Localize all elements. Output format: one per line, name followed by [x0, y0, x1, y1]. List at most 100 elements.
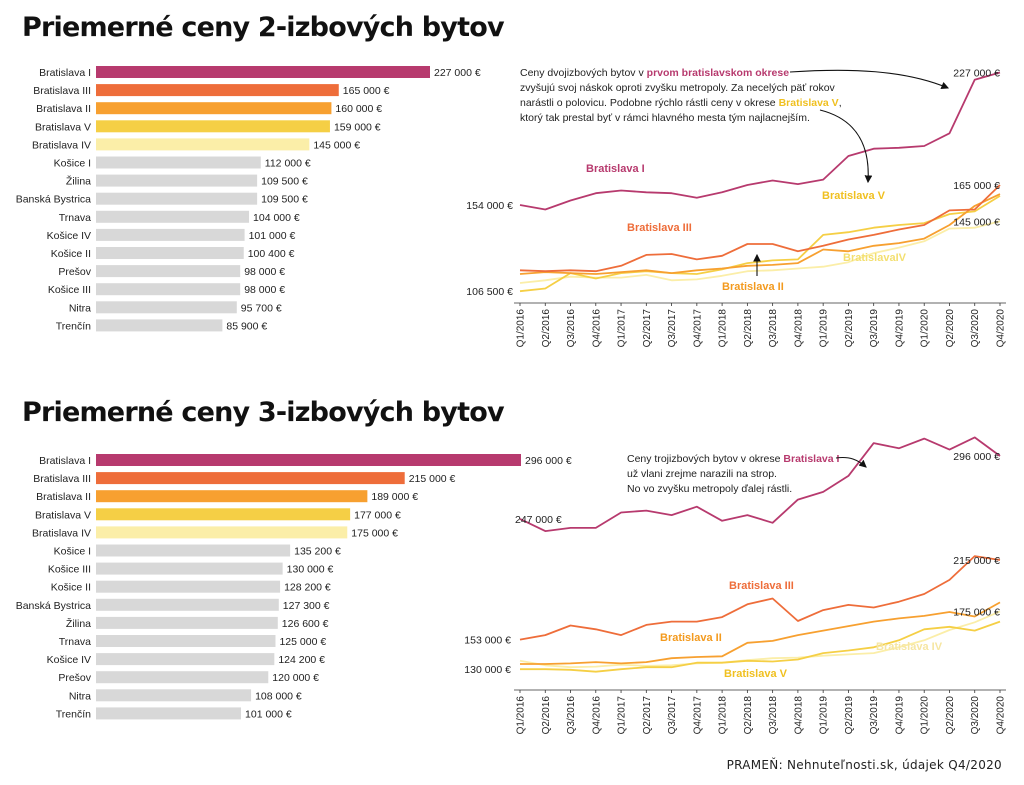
series-label-bratislava-i: Bratislava I	[586, 163, 645, 175]
x-tick-label: Q1/2016	[516, 696, 527, 735]
bar-label-presov: Prešov	[58, 266, 91, 278]
line-chart-2-room: Q1/2016 Q2/2016 Q3/2016 Q4/2016 Q1/2017 Q2/20…	[466, 67, 1006, 347]
chart-title-3-room: Priemerné ceny 3-izbových bytov	[22, 397, 505, 428]
bar-value-bratislava-iv: 145 000 €	[313, 139, 360, 151]
x-tick-label: Q2/2018	[743, 696, 754, 735]
annotation-line-1: Ceny trojizbových bytov v okrese Bratisl…	[627, 453, 840, 465]
bar-label-presov: Prešov	[58, 672, 91, 684]
value-label: 153 000 €	[464, 635, 511, 647]
series-label-bratislava-v: Bratislava V	[822, 190, 886, 202]
bar-label-bratislava-ii: Bratislava II	[36, 103, 91, 115]
bar-label-bratislava-ii: Bratislava II	[36, 491, 91, 503]
bar-nitra	[96, 301, 237, 314]
x-tick-label: Q4/2019	[894, 309, 905, 348]
bar-presov	[96, 265, 241, 278]
series-label-bratislava-iv: Bratislava IV	[876, 641, 943, 653]
x-tick-label: Q1/2020	[920, 696, 931, 735]
annotation-line-4: ktorý tak prestal byť v rámci hlavného m…	[520, 112, 810, 124]
bar-label-banska-bystrica: Banská Bystrica	[16, 600, 91, 612]
bar-value-bratislava-i: 227 000 €	[434, 67, 481, 79]
bar-kosice-ii	[96, 247, 244, 259]
bar-presov	[96, 671, 269, 684]
bar-bratislava-ii	[96, 102, 332, 115]
bar-value-kosice-iv: 101 000 €	[249, 230, 296, 242]
value-label: 165 000 €	[953, 180, 1000, 192]
value-label: 175 000 €	[953, 606, 1000, 618]
x-tick-label: Q4/2018	[793, 696, 804, 735]
bar-label-kosice-i: Košice I	[54, 546, 91, 558]
bar-value-kosice-iii: 98 000 €	[244, 284, 285, 296]
annotation-arrow	[835, 456, 867, 468]
value-label: 215 000 €	[953, 555, 1000, 567]
x-tick-label: Q1/2020	[920, 309, 931, 348]
bar-label-bratislava-iv: Bratislava IV	[32, 527, 91, 539]
bar-value-bratislava-v: 159 000 €	[334, 121, 381, 133]
bar-label-banska-bystrica: Banská Bystrica	[16, 194, 91, 206]
annotation-arrow	[789, 69, 950, 90]
bar-zilina	[96, 616, 278, 629]
bar-label-nitra: Nitra	[69, 302, 91, 314]
bar-value-presov: 120 000 €	[272, 672, 319, 684]
bar-label-trnava: Trnava	[59, 212, 91, 224]
x-tick-label: Q2/2016	[541, 696, 552, 735]
bar-value-bratislava-iii: 215 000 €	[409, 473, 456, 485]
bar-label-zilina: Žilina	[66, 175, 91, 188]
bar-value-kosice-i: 135 200 €	[294, 546, 341, 558]
bar-kosice-i	[96, 544, 291, 557]
x-tick-label: Q4/2016	[591, 309, 602, 348]
bar-banska-bystrica	[96, 598, 279, 611]
bar-kosice-iv	[96, 653, 275, 666]
bar-label-kosice-iii: Košice III	[48, 284, 91, 296]
bar-label-kosice-i: Košice I	[54, 158, 91, 170]
line-bratislava-iv	[519, 610, 1001, 669]
bar-label-nitra: Nitra	[69, 690, 91, 702]
x-tick-label: Q4/2017	[692, 696, 703, 735]
x-tick-label: Q3/2018	[768, 309, 779, 348]
x-tick-label: Q3/2018	[768, 696, 779, 735]
x-tick-label: Q1/2017	[617, 309, 628, 348]
value-label: 296 000 €	[953, 451, 1000, 463]
chart-title-2-room: Priemerné ceny 2-izbových bytov	[22, 12, 505, 43]
bar-label-bratislava-i: Bratislava I	[39, 67, 91, 79]
bar-label-kosice-iv: Košice IV	[47, 654, 91, 666]
x-tick-label: Q3/2019	[869, 309, 880, 348]
series-label-bratislava-iv: BratislavaIV	[843, 252, 907, 264]
bar-value-presov: 98 000 €	[244, 266, 285, 278]
x-tick-label: Q3/2016	[566, 309, 577, 348]
x-tick-label: Q2/2017	[642, 696, 653, 735]
x-tick-label: Q1/2018	[718, 309, 729, 348]
line-bratislava-iii	[519, 184, 1001, 273]
bar-bratislava-i	[96, 454, 521, 466]
bar-trnava	[96, 210, 250, 223]
x-tick-label: Q3/2019	[869, 696, 880, 735]
bar-nitra	[96, 689, 252, 702]
bar-label-zilina: Žilina	[66, 617, 91, 630]
bar-label-bratislava-iii: Bratislava III	[33, 473, 91, 485]
line-bratislava-ii	[520, 601, 1001, 665]
bar-value-trnava: 104 000 €	[253, 212, 300, 224]
bar-chart-3-room: Bratislava I 296 000 € Bratislava III 215 0…	[16, 454, 572, 720]
bar-value-bratislava-ii: 189 000 €	[371, 491, 418, 503]
x-tick-label: Q3/2017	[667, 309, 678, 348]
bar-bratislava-ii	[96, 490, 368, 503]
bar-kosice-iii	[96, 562, 283, 575]
x-tick-label: Q2/2019	[844, 309, 855, 348]
x-tick-label: Q3/2017	[667, 696, 678, 735]
x-tick-label: Q4/2020	[996, 696, 1007, 735]
bar-value-zilina: 126 600 €	[282, 618, 329, 630]
x-tick-label: Q1/2019	[819, 309, 830, 348]
bar-bratislava-iv	[96, 526, 348, 539]
x-tick-label: Q1/2019	[819, 696, 830, 735]
bar-kosice-iv	[96, 228, 245, 241]
bar-label-bratislava-v: Bratislava V	[35, 121, 91, 133]
bar-value-banska-bystrica: 127 300 €	[283, 600, 330, 612]
annotation-line-3: No vo zvyšku metropoly ďalej rástli.	[627, 483, 792, 495]
bar-bratislava-iii	[96, 472, 405, 485]
bar-label-trencin: Trenčín	[56, 320, 91, 332]
bar-value-kosice-ii: 128 200 €	[284, 582, 331, 594]
bar-label-kosice-ii: Košice II	[51, 248, 91, 260]
bar-value-bratislava-iv: 175 000 €	[351, 527, 398, 539]
bar-value-zilina: 109 500 €	[261, 176, 308, 188]
value-label: 154 000 €	[466, 200, 513, 212]
